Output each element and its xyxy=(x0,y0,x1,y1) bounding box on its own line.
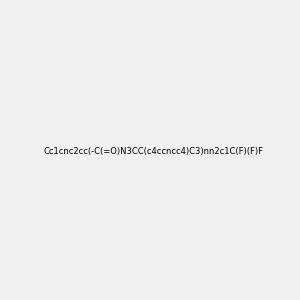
Text: Cc1cnc2cc(-C(=O)N3CC(c4ccncc4)C3)nn2c1C(F)(F)F: Cc1cnc2cc(-C(=O)N3CC(c4ccncc4)C3)nn2c1C(… xyxy=(44,147,264,156)
